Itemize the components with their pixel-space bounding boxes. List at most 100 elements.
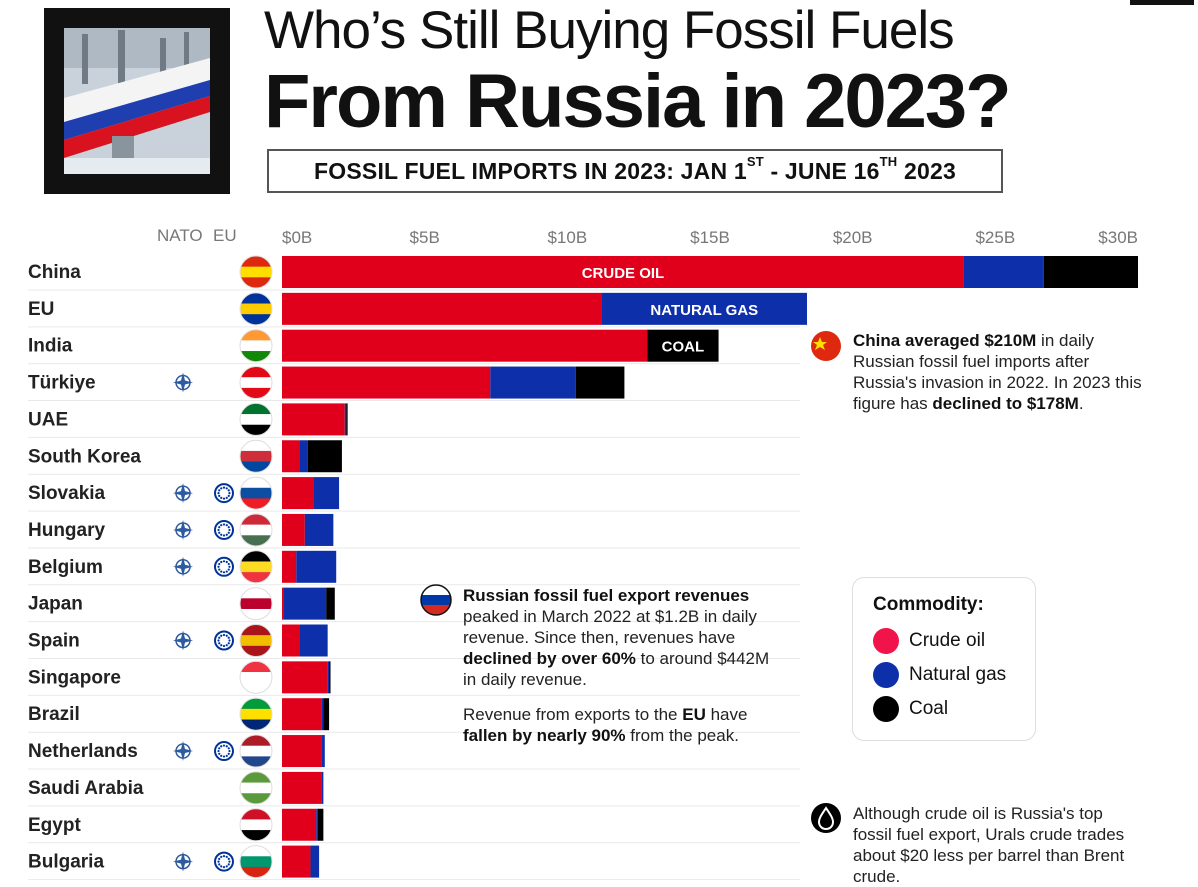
russia-note-text-1: peaked in March 2022 at $1.2B in daily r… [463,607,757,647]
country-flag-icon [239,439,273,473]
subtitle-sup-1: ST [746,154,764,169]
bar-crude-oil [282,808,317,841]
russia-note-bold-4: fallen by nearly 90% [463,726,626,745]
x-tick-label-6: $30B [1098,228,1138,247]
bar-natural-gas [296,550,337,583]
russia-note-bold-3: EU [682,705,706,724]
country-flag-icon [239,550,273,584]
country-flag-icon [239,402,273,436]
country-label-0: China [28,262,81,283]
coal-swatch [873,696,899,722]
nato-icon [173,372,193,393]
bar-natural-gas [316,808,318,841]
eu-icon [214,741,234,762]
bar-data-label-2: COAL [662,339,705,356]
bar-crude-oil [282,477,314,510]
gas-swatch [873,662,899,688]
country-label-11: Singapore [28,667,121,688]
bar-natural-gas [313,477,340,510]
bar-natural-gas [299,624,328,657]
bar-coal [647,329,719,362]
country-flag-icon [239,808,273,842]
china-annotation: China averaged $210M in daily Russian fo… [853,330,1153,414]
bar-natural-gas [963,256,1044,288]
country-flag-icon [239,366,273,400]
bar-data-label-1: NATURAL GAS [650,302,758,319]
russia-flag-icon [420,584,452,616]
bar-natural-gas [321,735,325,768]
x-tick-label-5: $25B [975,228,1015,247]
bar-crude-oil [282,366,491,399]
bar-coal [326,587,335,620]
country-flag-icon [239,513,273,547]
country-label-10: Spain [28,631,80,652]
legend-title: Commodity: [873,594,984,615]
bar-natural-gas [601,292,808,325]
bar-coal [317,808,324,841]
bar-crude-oil [282,292,602,325]
china-note-bold-2: declined to $178M [932,394,1079,413]
country-label-16: Bulgaria [28,852,104,873]
legend-item-crude: Crude oil [873,628,985,654]
bar-crude-oil [282,256,964,288]
country-flag-icon [239,329,273,363]
country-flag-icon [239,476,273,510]
country-label-3: Türkiye [28,373,96,394]
eu-icon [214,630,234,651]
russia-annotation: Russian fossil fuel export revenues peak… [463,585,773,746]
russia-note-text-2: to around $442M in daily revenue. [463,649,770,689]
country-flag-icon [239,624,273,657]
country-label-4: UAE [28,409,68,430]
china-note-text-2: . [1078,394,1084,413]
nato-icon [173,519,193,540]
bar-natural-gas [321,771,324,804]
title-line-2: From Russia in 2023? [264,59,1012,144]
eu-column-header: EU [213,226,237,245]
bar-natural-gas [283,587,327,620]
bar-natural-gas [327,661,330,694]
subtitle-part-a: FOSSIL FUEL IMPORTS IN 2023: JAN 1 [314,158,747,184]
crude-annotation: Although crude oil is Russia's top fossi… [853,804,1125,886]
x-tick-label-0: $0B [282,228,312,247]
oil-drop-icon [811,803,841,833]
nato-icon [173,483,193,504]
bar-crude-oil [282,329,648,362]
russia-note-paragraph-1: Russian fossil fuel export revenues peak… [463,585,773,690]
country-flag-icon [239,697,273,731]
bar-crude-oil [282,698,322,731]
commodity-legend: Commodity: Crude oil Natural gas Coal [852,577,1036,741]
china-note-bold-1: China averaged $210M [853,331,1037,350]
bar-natural-gas [321,698,324,731]
country-flag-icon [239,587,273,621]
country-flag-icon [239,771,273,805]
bar-coal [323,698,330,731]
crude-swatch [873,628,899,654]
bar-natural-gas [490,366,576,399]
bar-data-label-0: CRUDE OIL [582,265,665,282]
nato-icon [173,556,193,577]
bar-crude-oil [282,624,300,657]
x-tick-label-2: $10B [547,228,587,247]
bar-crude-oil [282,440,300,473]
russia-note-text-4: have [705,705,748,724]
eu-icon [214,483,234,504]
country-flag-icon [239,734,273,768]
pipeline-image [64,28,210,174]
country-flag-icon [239,845,273,879]
bar-crude-oil [282,403,345,436]
eu-icon [214,556,234,577]
subtitle-part-c: 2023 [897,158,956,184]
subtitle-box: FOSSIL FUEL IMPORTS IN 2023: JAN 1ST - J… [267,149,1003,193]
russia-note-text-3: Revenue from exports to the [463,705,683,724]
country-label-1: EU [28,299,54,320]
bar-crude-oil [282,587,284,620]
top-edge-bar [1130,0,1194,5]
x-tick-label-1: $5B [410,228,440,247]
eu-icon [214,519,234,540]
russia-note-text-5: from the peak. [625,726,739,745]
country-label-13: Netherlands [28,741,138,762]
russia-note-paragraph-2: Revenue from exports to the EU have fall… [463,704,773,746]
legend-item-gas: Natural gas [873,662,1006,688]
bar-coal [1043,256,1138,288]
russia-note-bold-2: declined by over 60% [463,649,636,668]
